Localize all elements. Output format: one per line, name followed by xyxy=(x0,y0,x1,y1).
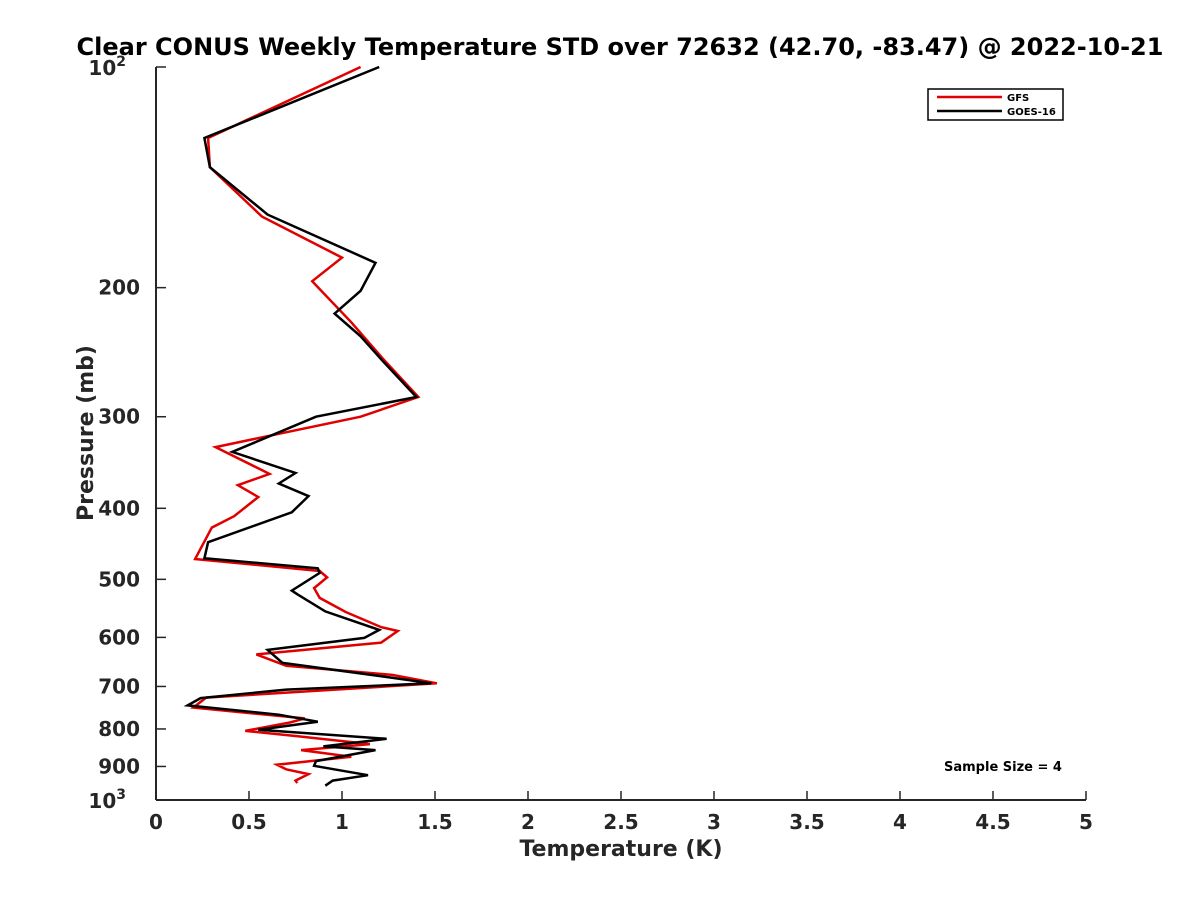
y-ticks: 200 300 400 500 600 700 800 900 102 103 xyxy=(88,54,166,813)
legend: GFS GOES-16 xyxy=(927,88,1064,121)
legend-box xyxy=(927,88,1064,121)
y-tick-label: 800 xyxy=(98,717,140,741)
y-axis-label: Pressure (mb) xyxy=(74,345,99,521)
series-line-goes16 xyxy=(183,65,432,787)
x-tick-label: 2.5 xyxy=(603,810,638,834)
x-tick-label: 5 xyxy=(1079,810,1093,834)
legend-label-goes16: GOES-16 xyxy=(1007,107,1056,118)
y-tick-label: 300 xyxy=(98,405,140,429)
x-tick-label: 0 xyxy=(149,810,163,834)
x-tick-label: 4.5 xyxy=(975,810,1010,834)
y-tick-label: 400 xyxy=(98,496,140,520)
chart-title: Clear CONUS Weekly Temperature STD over … xyxy=(77,33,1164,61)
legend-label-gfs: GFS xyxy=(1007,93,1029,104)
x-tick-label: 2 xyxy=(521,810,535,834)
x-tick-label: 3 xyxy=(707,810,721,834)
x-ticks: 0 0.5 1 1.5 2 2.5 3 3.5 4 4.5 5 xyxy=(149,791,1093,834)
y-tick-label: 700 xyxy=(98,674,140,698)
x-tick-label: 3.5 xyxy=(789,810,824,834)
y-tick-label: 200 xyxy=(98,276,140,300)
plot-lines xyxy=(183,65,438,787)
y-tick-label-exp: 102 xyxy=(88,54,126,80)
y-tick-label-exp: 103 xyxy=(88,787,126,813)
x-axis-label: Temperature (K) xyxy=(519,837,722,862)
y-tick-label: 500 xyxy=(98,567,140,591)
x-tick-label: 1.5 xyxy=(417,810,452,834)
x-tick-label: 0.5 xyxy=(231,810,266,834)
sample-size-annotation: Sample Size = 4 xyxy=(944,760,1062,775)
x-tick-label: 4 xyxy=(893,810,907,834)
y-tick-label: 600 xyxy=(98,625,140,649)
x-tick-label: 1 xyxy=(335,810,349,834)
y-tick-label: 900 xyxy=(98,754,140,778)
series-line-gfs xyxy=(189,65,438,784)
